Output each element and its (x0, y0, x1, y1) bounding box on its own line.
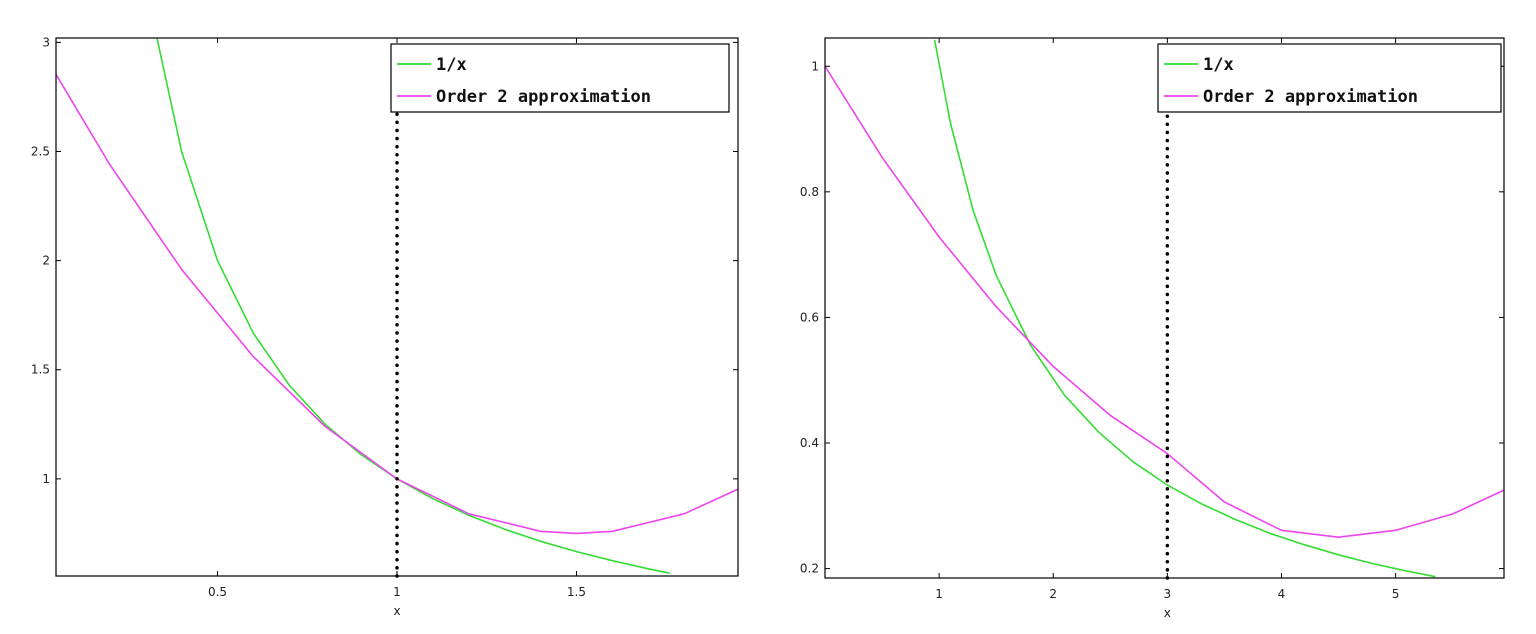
y-tick-label: 0.8 (800, 185, 819, 199)
x-tick-label: 4 (1278, 587, 1286, 601)
chart-right: 1 2 3 4 5 0.2 0.4 0.6 0.8 1 x 1/x Order 2 approximat… (800, 37, 1505, 620)
y-tick-label: 0.4 (800, 436, 819, 450)
y-tick-label: 3 (42, 35, 50, 49)
x-tick-label: 1 (935, 587, 943, 601)
series-line-reciprocal (156, 38, 670, 574)
legend-entry: Order 2 approximation (1203, 87, 1418, 107)
chart-left: 0.5 1 1.5 1 1.5 2 2.5 3 x 1/x Order 2 approximatio… (31, 35, 739, 618)
legend: 1/x Order 2 approximation (1157, 43, 1502, 113)
series-line-order2 (825, 65, 1504, 538)
y-tick-label: 2 (42, 254, 50, 268)
y-tick-label: 0.2 (800, 562, 819, 576)
series-line-order2 (56, 73, 738, 535)
x-tick-label: 2 (1049, 587, 1057, 601)
legend-entry: Order 2 approximation (436, 87, 651, 107)
series-group (825, 39, 1504, 578)
x-tick-label: 5 (1392, 587, 1400, 601)
series-group (56, 38, 738, 574)
legend-entry: 1/x (436, 55, 467, 75)
legend: 1/x Order 2 approximation (390, 43, 730, 113)
x-tick-label: 1 (393, 585, 401, 599)
x-axis-label: x (393, 604, 400, 618)
y-tick-label: 2.5 (31, 144, 50, 158)
legend-box (1157, 43, 1502, 113)
series-line-reciprocal (933, 39, 1436, 578)
y-tick-label: 1 (42, 472, 50, 486)
x-tick-label: 1.5 (567, 585, 586, 599)
legend-box (390, 43, 730, 113)
y-tick-label: 0.6 (800, 310, 819, 324)
axes-frame (824, 37, 1505, 579)
y-tick-label: 1 (811, 59, 819, 73)
x-tick-label: 0.5 (208, 585, 227, 599)
y-tick-label: 1.5 (31, 363, 50, 377)
x-tick-label: 3 (1164, 587, 1172, 601)
legend-entry: 1/x (1203, 55, 1234, 75)
x-axis-label: x (1164, 606, 1171, 620)
